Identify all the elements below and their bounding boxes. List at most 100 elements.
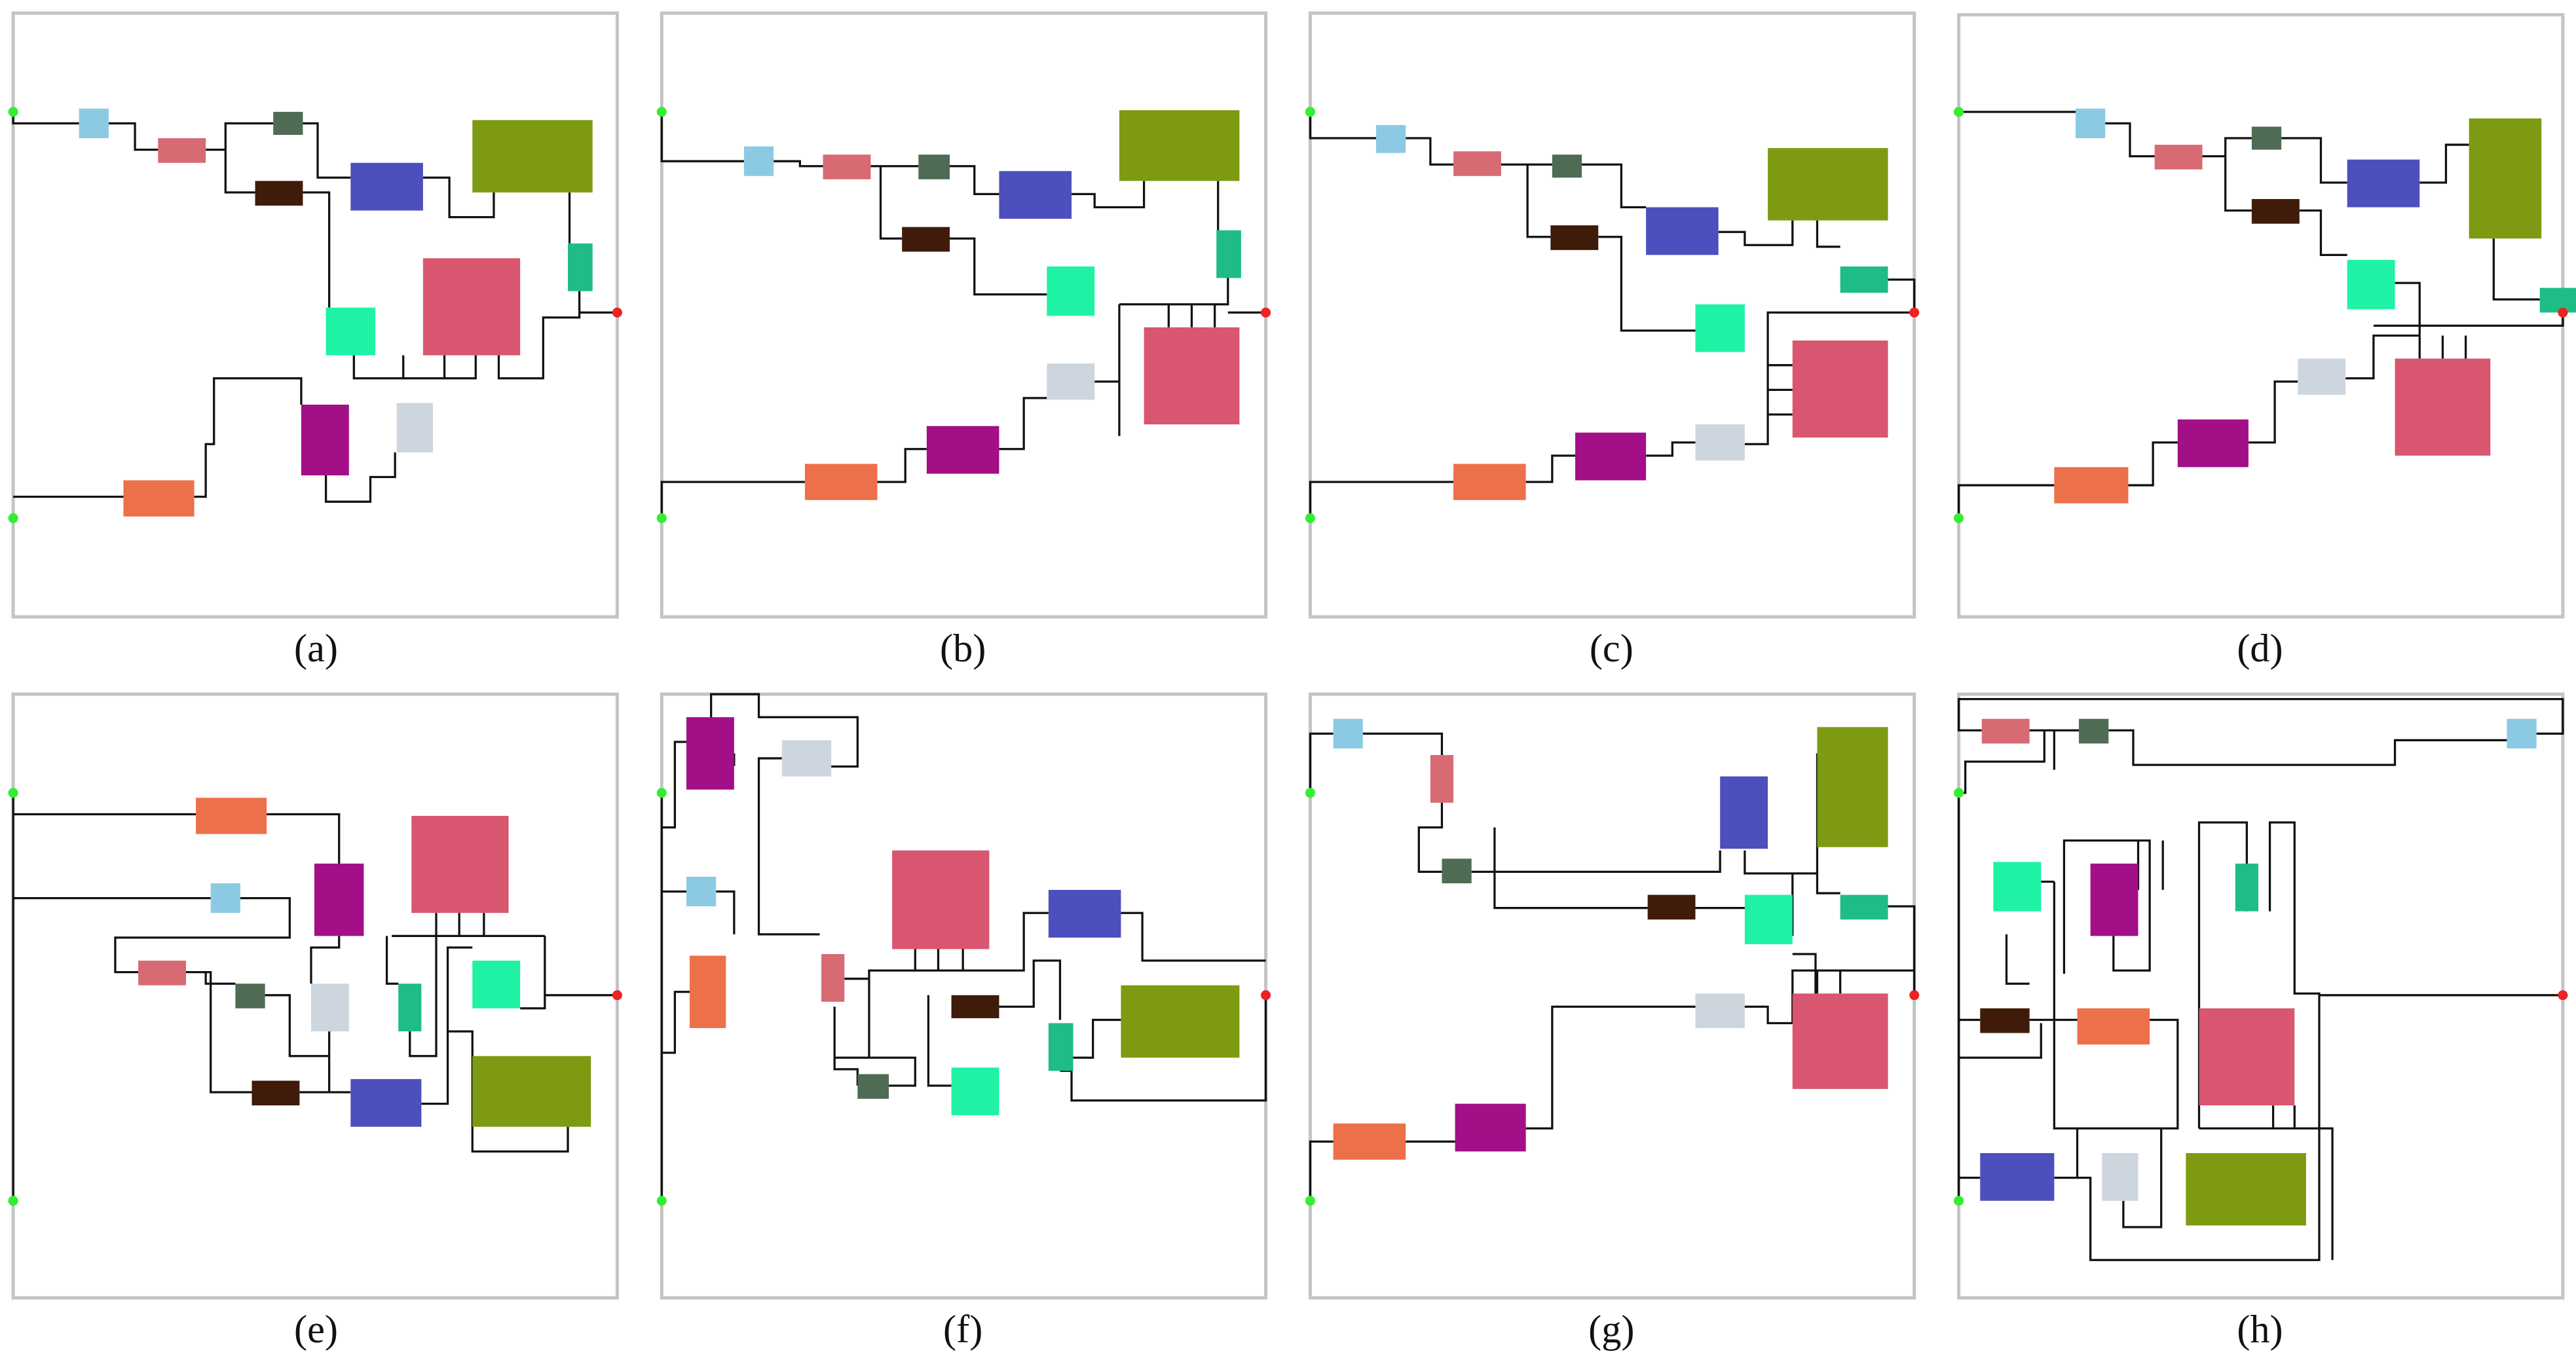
block-dark-brown [1647,894,1696,920]
wire [1309,732,1916,1201]
block-teal [1840,894,1888,920]
input-terminal [1954,107,1964,117]
block-mint [1993,862,2042,911]
block-rose [2395,358,2491,456]
block-orange [1453,464,1526,500]
block-rose [411,815,509,913]
input-terminal [1305,513,1315,523]
block-light-blue [743,146,774,176]
panel-caption: (f) [943,1308,982,1352]
output-terminal [1909,307,1920,318]
block-magenta [301,404,349,475]
block-olive [2469,118,2542,239]
block-mint [472,961,521,1008]
block-gray-green [273,111,303,135]
block-light-blue [686,876,717,907]
panel-e: (e) [8,692,622,1352]
block-teal [398,984,422,1032]
panel-c: (c) [1305,11,1920,671]
block-mint [2347,259,2395,310]
input-terminal [8,513,18,523]
panel-caption: (c) [1590,627,1633,671]
output-terminal [612,990,622,1001]
output-terminal [1909,990,1920,1001]
block-indigo [1646,207,1719,255]
block-rose [2199,1008,2295,1106]
block-dark-brown [2251,198,2300,224]
block-magenta [1575,432,1647,481]
panel-caption: (h) [2237,1308,2283,1352]
block-olive [472,1056,591,1127]
block-salmon [823,155,871,179]
block-salmon [1453,151,1501,176]
panel-h: (h) [1954,692,2568,1352]
panel-caption: (d) [2237,627,2283,671]
block-teal [2235,863,2258,911]
block-olive [1817,727,1888,847]
block-light-blue [2076,108,2106,139]
block-salmon [138,961,186,985]
wire [660,111,1266,519]
input-terminal [8,107,18,117]
input-terminal [656,1196,667,1206]
block-mint [1744,894,1793,944]
block-light-blue [1375,124,1406,153]
panel-caption: (b) [940,627,986,671]
block-teal [2539,287,2576,313]
block-gray-green [1552,155,1582,178]
block-magenta [686,717,734,790]
block-magenta [314,863,364,936]
block-indigo [350,1078,422,1127]
block-magenta [1455,1103,1526,1152]
block-orange [689,955,726,1029]
block-mint [1695,304,1745,352]
block-olive [1119,110,1240,181]
wire [1309,111,1916,519]
input-terminal [1305,107,1315,117]
input-terminal [1305,1196,1315,1206]
block-teal [1216,230,1241,278]
block-light-blue [1333,718,1363,748]
block-orange [804,464,878,500]
panel-a: (a) [8,11,622,671]
block-salmon [2154,145,2203,170]
block-dark-brown [252,1080,300,1106]
panel-frame [1957,13,2565,619]
block-mint [951,1067,999,1116]
block-gray-green [235,984,265,1008]
panel-g: (g) [1305,692,1920,1352]
block-indigo [1720,776,1768,849]
block-dark-brown [255,181,303,206]
block-rose [422,258,521,356]
block-olive [1768,148,1888,221]
block-silver [2298,358,2346,395]
panel-caption: (a) [294,627,338,671]
block-teal [1840,266,1888,293]
wire [660,693,1267,1201]
block-olive [1121,985,1240,1058]
output-terminal [2558,990,2568,1001]
panel-frame [1308,11,1916,619]
block-indigo [999,171,1072,219]
block-rose [1792,340,1888,438]
block-orange [196,798,267,834]
block-salmon [821,954,845,1002]
block-olive [472,120,593,193]
block-dark-brown [951,995,999,1018]
block-silver [1695,424,1745,461]
block-mint [326,307,375,356]
block-teal [568,243,593,291]
block-gray-green [2079,718,2109,744]
block-teal [1048,1023,1073,1071]
panel-caption: (g) [1588,1308,1634,1352]
input-terminal [656,107,667,117]
block-gray-green [857,1074,889,1099]
block-orange [2077,1008,2150,1045]
block-silver [1695,993,1745,1029]
block-indigo [350,162,423,211]
block-indigo [1980,1152,2055,1201]
block-gray-green [918,155,950,179]
input-terminal [1954,513,1964,523]
input-terminal [656,513,667,523]
block-salmon [158,138,206,163]
